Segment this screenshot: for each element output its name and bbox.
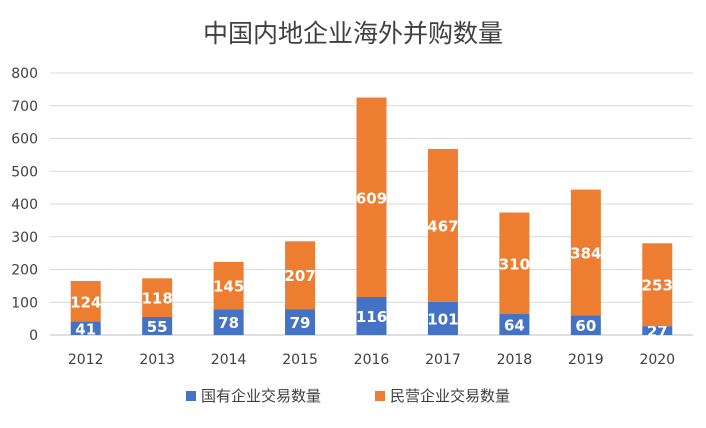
bar-segment-soe [213,309,244,335]
y-tick-label: 700 [11,99,38,115]
x-tick-label: 2019 [568,352,604,368]
legend-label: 民营企业交易数量 [390,387,510,405]
bar-segment-private [642,243,673,327]
x-axis: 2012 2013 2014 2015 2016 2017 2018 2019 2020 [68,352,675,368]
legend-swatch [186,391,196,401]
y-tick-label: 0 [29,328,38,344]
bar-segment-private [499,212,530,315]
data-label: 41 [75,320,96,338]
y-tick-label: 200 [11,263,38,279]
data-label: 609 [356,189,387,207]
y-axis: 0 100 200 300 400 500 600 700 800 [11,66,38,344]
data-label: 207 [284,267,315,285]
data-label: 101 [427,310,458,328]
data-label: 64 [504,317,525,335]
data-label: 78 [218,314,239,332]
x-tick-label: 2014 [211,352,247,368]
x-tick-label: 2018 [497,352,533,368]
x-tick-label: 2012 [68,352,104,368]
data-label: 116 [356,308,387,326]
bar-segment-soe [570,315,601,335]
y-tick-label: 500 [11,164,38,180]
bar-segment-soe [356,297,387,335]
y-tick-label: 600 [11,132,38,148]
y-tick-label: 800 [11,66,38,82]
bar-segment-soe [70,321,101,335]
bar-segment-soe [142,316,173,335]
data-label: 253 [642,277,673,295]
data-label: 124 [70,293,101,311]
y-tick-label: 100 [11,295,38,311]
data-label: 55 [147,318,168,336]
bar-segment-private [70,280,101,322]
bar-segment-soe [642,326,673,335]
legend-label: 国有企业交易数量 [201,387,321,405]
x-tick-label: 2015 [282,352,318,368]
data-label: 79 [290,314,311,332]
bar-segment-private [142,278,173,317]
bar-segment-soe [427,301,458,335]
y-tick-label: 400 [11,197,38,213]
data-label: 118 [142,290,173,308]
x-tick-label: 2013 [139,352,175,368]
bar-segment-soe [285,309,316,335]
x-tick-label: 2020 [639,352,675,368]
data-label: 384 [570,244,601,262]
legend-swatch [375,391,385,401]
x-tick-label: 2017 [425,352,461,368]
bar-segment-soe [499,314,530,335]
bars: 41 124 55 118 78 145 79 207 116 609 101 467 64 310 60 3… [70,97,673,341]
bar-segment-private [356,97,387,298]
bar-segment-private [213,261,244,310]
bar-segment-private [285,241,316,310]
bar-segment-private [427,148,458,302]
data-label: 467 [427,217,458,235]
bar-segment-private [570,189,601,316]
data-label: 27 [647,323,668,341]
legend: 国有企业交易数量 民营企业交易数量 [186,387,510,405]
data-label: 310 [499,255,530,273]
y-tick-label: 300 [11,230,38,246]
x-tick-label: 2016 [354,352,390,368]
data-label: 60 [575,317,596,335]
chart-title: 中国内地企业海外并购数量 [203,19,503,48]
data-label: 145 [213,278,244,296]
